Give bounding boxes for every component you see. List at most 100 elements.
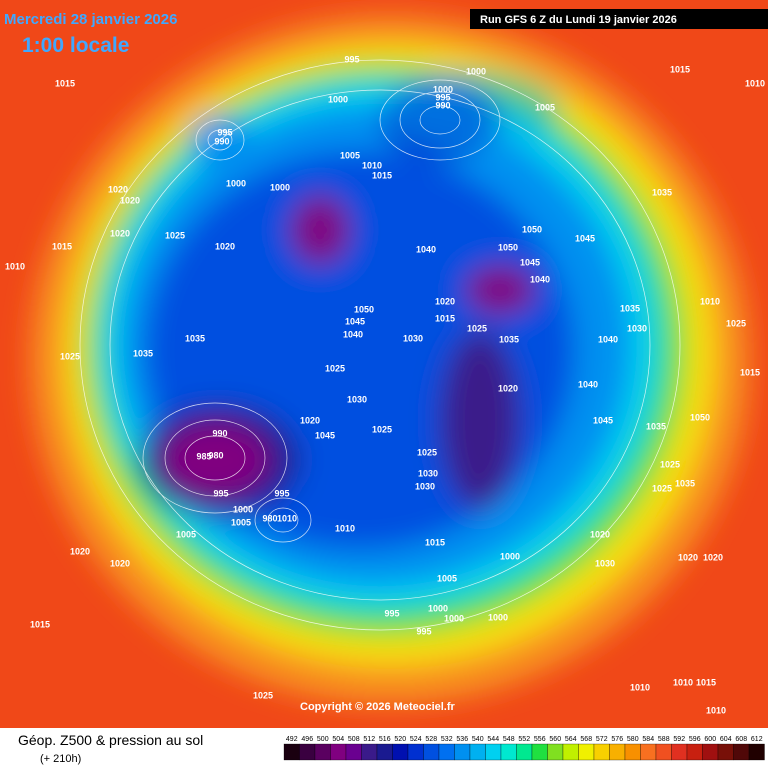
color-swatch — [299, 743, 316, 761]
isobar-label: 1035 — [646, 421, 666, 431]
scale-label: 568 — [580, 736, 592, 743]
isobar-label: 1035 — [133, 348, 153, 358]
isobar-label: 1045 — [575, 233, 595, 243]
isobar-label: 1045 — [520, 257, 540, 267]
color-swatch — [640, 743, 657, 761]
isobar-label: 1010 — [673, 677, 693, 687]
isobar-label: 1010 — [362, 160, 382, 170]
isobar-label: 990 — [214, 136, 229, 146]
isobar-label: 1050 — [354, 304, 374, 314]
color-swatch — [562, 743, 579, 761]
isobar-label: 1005 — [176, 529, 196, 539]
isobar-label: 1015 — [55, 78, 75, 88]
isobar-label: 1005 — [231, 517, 251, 527]
isobar-label: 1030 — [595, 558, 615, 568]
run-info: Run GFS 6 Z du Lundi 19 janvier 2026 — [480, 14, 677, 26]
color-swatch — [392, 743, 409, 761]
isobar-label: 1020 — [120, 195, 140, 205]
color-swatch — [748, 743, 765, 761]
isobar-label: 1030 — [415, 481, 435, 491]
isobar-label: 1000 — [328, 94, 348, 104]
isobar-label: 1020 — [703, 552, 723, 562]
isobar-label: 1040 — [530, 274, 550, 284]
color-swatch — [376, 743, 393, 761]
scale-label: 552 — [518, 736, 530, 743]
scale-label: 608 — [735, 736, 747, 743]
color-swatch — [516, 743, 533, 761]
legend-subtitle: (+ 210h) — [40, 753, 81, 765]
isobar-label: 1045 — [593, 415, 613, 425]
color-swatch — [469, 743, 486, 761]
isobar-label: 1000 — [444, 613, 464, 623]
color-swatch — [624, 743, 641, 761]
color-swatch — [593, 743, 610, 761]
isobar-label: 1000 — [466, 66, 486, 76]
color-swatch — [345, 743, 362, 761]
color-scale: 492 496 500 504 508 512 516 520 524 528 532 536 540 5… — [283, 736, 765, 761]
color-swatch — [733, 743, 750, 761]
scale-label: 532 — [441, 736, 453, 743]
color-swatch — [578, 743, 595, 761]
isobar-label: 1025 — [726, 318, 746, 328]
isobar-label: 1005 — [535, 102, 555, 112]
scale-label: 604 — [720, 736, 732, 743]
isobar-label: 995 — [435, 92, 450, 102]
isobar-label: 980 — [208, 450, 223, 460]
scale-label: 612 — [751, 736, 763, 743]
isobar-label: 1015 — [425, 537, 445, 547]
isobar-label: 1010 — [5, 261, 25, 271]
isobar-label: 1035 — [499, 334, 519, 344]
isobar-label: 1010 — [700, 296, 720, 306]
isobar-label: 1035 — [620, 303, 640, 313]
scale-label: 544 — [487, 736, 499, 743]
scale-label: 516 — [379, 736, 391, 743]
scale-label: 592 — [673, 736, 685, 743]
field — [0, 0, 768, 728]
isobar-label: 995 — [344, 54, 359, 64]
isobar-label: 1025 — [417, 447, 437, 457]
isobar-label: 1020 — [300, 415, 320, 425]
color-swatch — [330, 743, 347, 761]
isobar-label: 1010 — [745, 78, 765, 88]
isobar-label: 1035 — [185, 333, 205, 343]
color-swatch — [423, 743, 440, 761]
color-swatch — [361, 743, 378, 761]
isobar-label: 1015 — [30, 619, 50, 629]
isobar-label: 1000 — [500, 551, 520, 561]
isobar-label: 995 — [384, 608, 399, 618]
isobar-label: 1015 — [670, 64, 690, 74]
scale-label: 600 — [704, 736, 716, 743]
isobar-label: 1015 — [696, 677, 716, 687]
scale-label: 524 — [410, 736, 422, 743]
isobar-label: 995 — [274, 488, 289, 498]
color-swatch — [609, 743, 626, 761]
isobar-label: 1050 — [522, 224, 542, 234]
isobar-label: 1025 — [660, 459, 680, 469]
isobar-label: 1030 — [627, 323, 647, 333]
scale-label: 536 — [456, 736, 468, 743]
isobar-label: 1000 — [233, 504, 253, 514]
isobar-label: 990 — [212, 428, 227, 438]
scale-label: 528 — [425, 736, 437, 743]
isobar-label: 1025 — [253, 690, 273, 700]
isobar-label: 990 — [435, 100, 450, 110]
isobar-label: 1020 — [435, 296, 455, 306]
isobar-label: 1020 — [110, 558, 130, 568]
color-swatch — [454, 743, 471, 761]
isobar-label: 1010 — [706, 705, 726, 715]
isobar-label: 1040 — [578, 379, 598, 389]
isobar-label: 1000 — [488, 612, 508, 622]
isobar-label: 1000 — [270, 182, 290, 192]
isobar-label: 1040 — [416, 244, 436, 254]
isobar-label: 1020 — [110, 228, 130, 238]
isobar-label: 1050 — [690, 412, 710, 422]
isobar-label: 1030 — [403, 333, 423, 343]
isobar-label: 1025 — [467, 323, 487, 333]
scale-label: 508 — [348, 736, 360, 743]
scale-label: 548 — [503, 736, 515, 743]
color-swatch — [717, 743, 734, 761]
scale-label: 588 — [658, 736, 670, 743]
isobar-label: 995 — [213, 488, 228, 498]
